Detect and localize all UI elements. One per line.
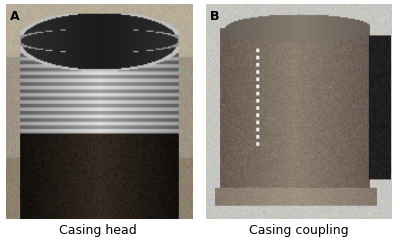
Text: A: A [10,10,19,23]
Text: Casing coupling: Casing coupling [249,224,349,237]
Text: B: B [210,10,219,23]
Text: Casing head: Casing head [59,224,137,237]
